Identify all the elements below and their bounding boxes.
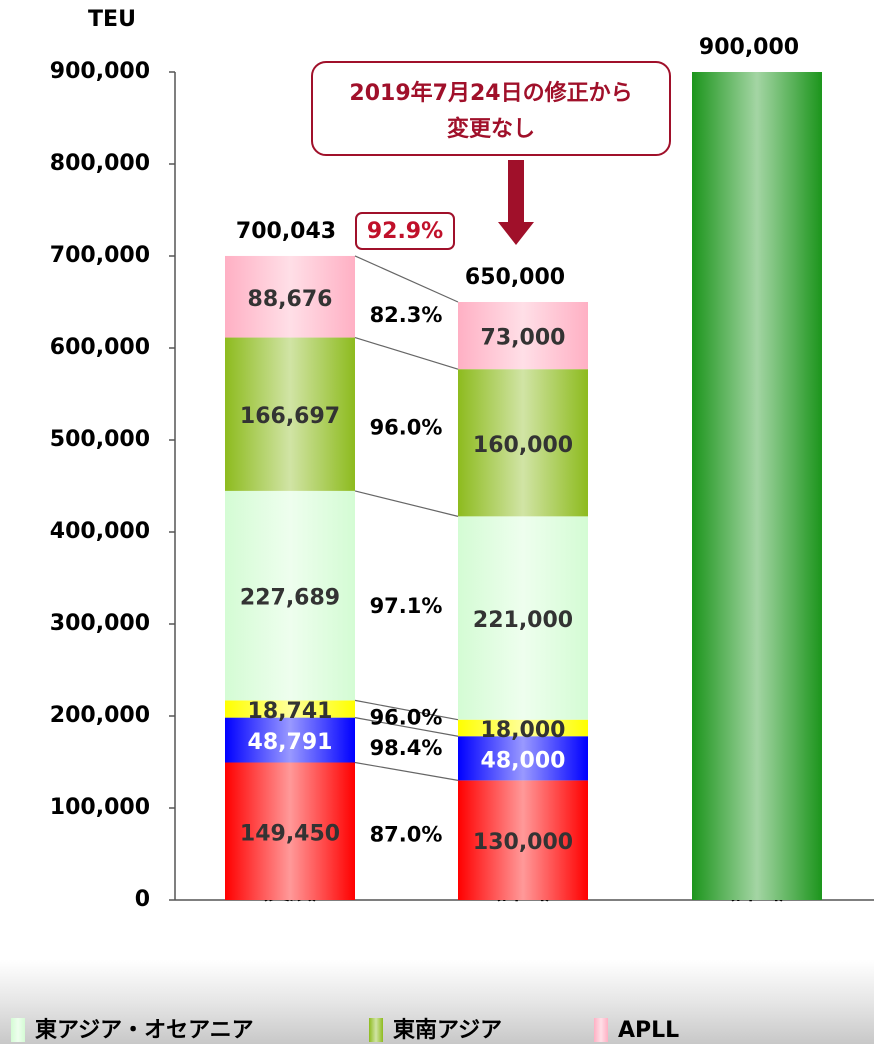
data-label: 149,450	[240, 821, 340, 846]
annotation: 2019年7月24日の修正から	[349, 80, 632, 106]
y-tick-label: 600,000	[50, 335, 150, 360]
data-label: 130,000	[473, 830, 573, 855]
total-label: 900,000	[699, 35, 799, 60]
legend-label: 東アジア・オセアニア	[35, 1018, 254, 1043]
bar-segment	[458, 302, 588, 370]
connector	[354, 490, 459, 517]
bar-segment	[225, 700, 355, 718]
connector	[354, 336, 459, 370]
annotation-box	[311, 61, 671, 156]
data-label: 221,000	[473, 608, 573, 633]
y-tick-label: 400,000	[50, 519, 150, 544]
y-tick-label: 800,000	[50, 151, 150, 176]
y-tick-label: 0	[135, 887, 150, 912]
bar-segment	[225, 490, 355, 701]
data-label: 88,676	[248, 287, 333, 312]
ratio-label: 97.1%	[370, 594, 443, 618]
ratio-label: 98.4%	[370, 736, 443, 760]
ratio-label: 82.3%	[370, 303, 443, 327]
annotation: 変更なし	[447, 116, 535, 142]
data-label: 48,791	[248, 730, 333, 755]
annotation-arrow	[498, 160, 534, 245]
data-label: 227,689	[240, 586, 340, 611]
connector	[354, 717, 459, 737]
ratio-label: 96.0%	[370, 415, 443, 439]
bar-segment	[458, 780, 588, 900]
bar-segment	[225, 762, 355, 900]
total-label: 650,000	[465, 265, 565, 290]
floor-band	[0, 960, 874, 1044]
legend-label: APLL	[618, 1018, 679, 1043]
data-label: 48,000	[481, 748, 566, 773]
connector	[354, 255, 459, 303]
total-ratio: 92.9%	[367, 219, 443, 244]
bar-segment	[225, 717, 355, 763]
y-tick-label: 200,000	[50, 703, 150, 728]
ratio-label: 96.0%	[370, 705, 443, 729]
bar-segment	[458, 516, 588, 720]
bar-segment	[458, 736, 588, 781]
bar-segment	[458, 369, 588, 517]
y-tick-label: 300,000	[50, 611, 150, 636]
legend-swatch	[369, 1018, 383, 1042]
ratio-box	[355, 212, 455, 250]
bar-segment	[225, 255, 355, 338]
y-axis-label: TEU	[88, 7, 136, 32]
total-label: 700,043	[236, 219, 336, 244]
data-label: 160,000	[473, 433, 573, 458]
connector	[354, 761, 459, 781]
y-tick-label: 900,000	[50, 59, 150, 84]
y-tick-label: 700,000	[50, 243, 150, 268]
data-label: 166,697	[240, 404, 340, 429]
data-label: 18,741	[248, 699, 333, 724]
bar-segment	[225, 337, 355, 491]
connector	[354, 699, 459, 721]
data-label: 73,000	[481, 326, 566, 351]
legend-swatch	[594, 1018, 608, 1042]
legend-swatch	[11, 1018, 25, 1042]
legend-label: 東南アジア	[393, 1018, 502, 1043]
bar-segment	[692, 72, 822, 900]
data-label: 18,000	[481, 718, 566, 743]
bar-segment	[458, 719, 588, 737]
ratio-label: 87.0%	[370, 823, 443, 847]
y-tick-label: 500,000	[50, 427, 150, 452]
y-tick-label: 100,000	[50, 795, 150, 820]
